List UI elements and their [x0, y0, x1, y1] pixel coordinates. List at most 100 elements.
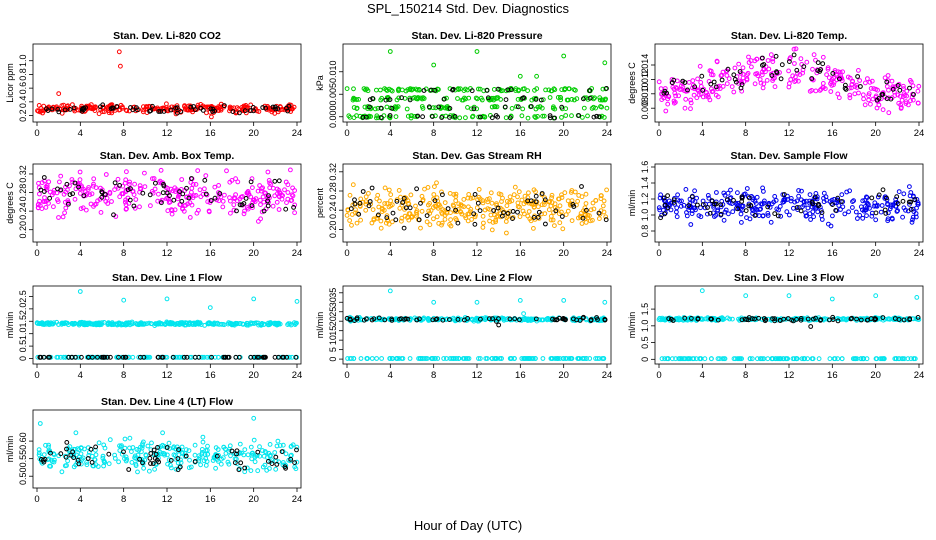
data-point — [101, 354, 106, 360]
data-point — [374, 87, 379, 93]
y-axis-label: degrees C — [5, 182, 15, 224]
data-point — [112, 452, 117, 458]
data-point — [76, 461, 82, 467]
data-point — [261, 453, 267, 459]
data-point — [720, 356, 725, 362]
data-point — [864, 195, 870, 201]
data-point — [487, 207, 493, 212]
data-point — [599, 104, 604, 110]
data-point — [266, 459, 271, 464]
data-point — [450, 87, 455, 93]
data-point — [656, 79, 662, 85]
data-point — [351, 96, 357, 102]
data-point — [43, 442, 48, 448]
panel-boxtemp: Stan. Dev. Amb. Box Temp.0 4 8 12 16 20 240.20… — [5, 150, 302, 259]
x-tick-label: 0 — [34, 370, 39, 381]
data-point — [542, 195, 547, 201]
data-point — [882, 75, 888, 81]
data-point — [835, 318, 841, 324]
data-point — [746, 60, 752, 65]
data-point — [140, 190, 146, 196]
data-point — [743, 208, 749, 214]
data-point — [393, 217, 399, 223]
data-point — [695, 76, 700, 82]
data-point — [480, 225, 486, 230]
data-point — [494, 104, 500, 110]
data-point — [542, 202, 547, 208]
data-point — [77, 321, 83, 326]
data-point — [419, 96, 425, 102]
data-point — [694, 95, 700, 101]
data-point — [170, 354, 176, 360]
data-point — [916, 83, 922, 89]
data-point — [585, 113, 590, 119]
data-point — [177, 191, 182, 197]
y-tick-label: 0.8 — [18, 68, 28, 81]
data-point — [390, 210, 396, 216]
data-point — [368, 114, 374, 119]
data-point — [430, 356, 436, 361]
x-tick-label: 20 — [248, 370, 259, 381]
data-point — [386, 187, 392, 193]
data-point — [549, 195, 554, 201]
data-point — [360, 189, 366, 194]
data-point — [821, 85, 826, 90]
data-point — [134, 105, 139, 110]
data-point — [275, 191, 280, 197]
y-tick-label: 0.2 — [18, 109, 28, 122]
data-point — [161, 106, 167, 112]
data-point — [354, 106, 360, 111]
data-point — [821, 190, 827, 196]
data-point — [830, 317, 836, 323]
data-point — [260, 194, 266, 200]
data-point — [44, 321, 50, 327]
data-point — [659, 91, 665, 96]
data-point — [508, 86, 513, 92]
data-point — [108, 354, 113, 360]
data-point — [559, 104, 565, 110]
data-point — [66, 201, 71, 207]
data-point — [347, 192, 353, 198]
data-point — [238, 460, 244, 466]
data-point — [861, 96, 866, 102]
outlier-point — [873, 293, 879, 299]
data-point — [686, 203, 692, 208]
data-point — [575, 198, 580, 204]
data-point — [513, 88, 518, 93]
data-point — [62, 107, 68, 113]
data-point — [216, 198, 222, 204]
data-point — [145, 443, 151, 449]
x-tick-label: 8 — [743, 248, 748, 259]
panel-title: Stan. Dev. Li-820 CO2 — [113, 30, 221, 42]
data-point — [417, 356, 423, 361]
data-point — [904, 88, 910, 94]
data-point — [698, 80, 704, 85]
data-point — [234, 451, 239, 457]
data-point — [186, 195, 192, 201]
data-point — [575, 356, 581, 361]
data-point — [455, 317, 461, 322]
data-point — [208, 198, 214, 204]
data-point — [61, 354, 67, 360]
data-point — [869, 195, 875, 201]
data-point — [533, 193, 539, 199]
data-point — [754, 56, 760, 62]
data-point — [878, 356, 883, 362]
data-point — [37, 321, 43, 326]
data-point — [235, 179, 241, 185]
data-point — [173, 453, 178, 458]
data-point — [116, 107, 122, 113]
data-point — [777, 70, 782, 75]
data-point — [407, 356, 413, 361]
data-point — [293, 466, 299, 472]
data-point — [504, 203, 510, 209]
data-point — [565, 198, 571, 204]
data-point — [699, 73, 705, 79]
data-point — [378, 97, 384, 103]
data-point — [71, 464, 77, 470]
data-point — [885, 73, 891, 78]
data-point — [560, 226, 566, 232]
data-point — [187, 193, 193, 199]
data-point — [855, 216, 860, 221]
